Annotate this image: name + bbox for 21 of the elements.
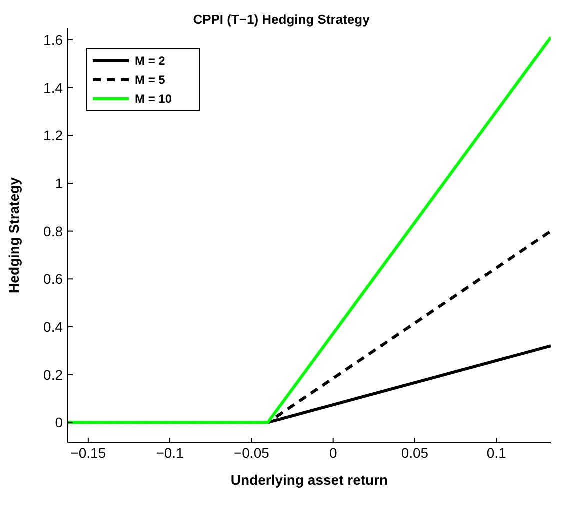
- x-tick-label: −0.05: [234, 444, 270, 461]
- y-tick-label: 0.2: [44, 366, 64, 383]
- y-tick-label: 0.8: [44, 223, 64, 240]
- x-tick-label: −0.15: [70, 444, 106, 461]
- x-axis-title: Underlying asset return: [230, 472, 388, 488]
- y-tick-label: 1.2: [44, 128, 64, 144]
- y-tick-label: 1.4: [44, 80, 64, 96]
- y-tick-label: 0: [55, 414, 64, 431]
- y-tick-label: 0.4: [44, 318, 64, 335]
- y-tick-label: 0.6: [44, 271, 64, 288]
- y-tick-label: 1.6: [44, 32, 64, 48]
- legend-label: M = 10: [135, 92, 172, 106]
- x-tick-label: 0.05: [401, 444, 429, 461]
- x-tick-label: 0.1: [486, 444, 507, 461]
- legend-label: M = 5: [135, 72, 166, 86]
- y-tick-label: 1: [55, 175, 64, 192]
- x-tick-label: −0.1: [156, 444, 184, 461]
- legend-label: M = 2: [135, 54, 166, 68]
- y-axis-title: Hedging Strategy: [6, 177, 22, 294]
- chart-title: CPPI (T−1) Hedging Strategy: [192, 12, 371, 27]
- x-tick-label: 0: [329, 444, 338, 461]
